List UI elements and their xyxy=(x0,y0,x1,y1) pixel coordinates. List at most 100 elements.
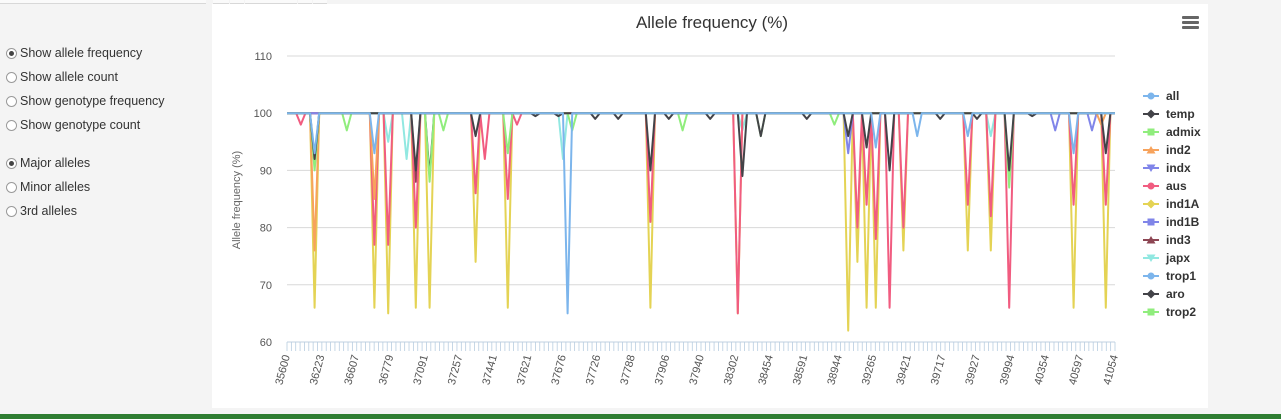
x-axis: 35600 36223 36607 36779 37091 37257 37441 37621… xyxy=(273,341,1121,387)
radio-label: Show genotype count xyxy=(20,118,141,132)
x-tick-label: 36607 xyxy=(342,354,362,387)
radio-button[interactable] xyxy=(6,95,17,107)
x-tick-label: 41054 xyxy=(1101,354,1121,387)
series-line-all xyxy=(287,112,1115,315)
allele-frequency-chart: Allele frequency (%) Allele frequency (%… xyxy=(231,13,1201,387)
radio-3rd-alleles[interactable]: 3rd alleles xyxy=(6,202,77,220)
top-toolbar xyxy=(0,0,1281,4)
legend-label: ind1A xyxy=(1166,197,1200,211)
legend-label: all xyxy=(1166,89,1179,103)
legend-label: trop2 xyxy=(1166,305,1196,319)
toolbar-segment xyxy=(313,0,327,4)
legend-marker xyxy=(1146,164,1156,172)
radio-label: Show allele count xyxy=(20,70,118,84)
legend-label: aus xyxy=(1166,179,1187,193)
x-tick-label: 37906 xyxy=(653,354,673,387)
legend-marker xyxy=(1147,308,1155,316)
y-tick-label: 60 xyxy=(260,337,272,349)
radio-major-alleles[interactable]: Major alleles xyxy=(6,154,90,172)
legend-marker xyxy=(1147,182,1155,190)
legend[interactable]: all temp admix ind2 indx aus ind1A ind1B ind3 jap… xyxy=(1143,89,1201,319)
legend-item-trop2[interactable]: trop2 xyxy=(1143,305,1196,319)
series-lines[interactable] xyxy=(287,112,1115,332)
x-tick-label: 39927 xyxy=(963,354,983,387)
radio-button[interactable] xyxy=(6,205,17,217)
toolbar-segment xyxy=(230,0,244,4)
radio-show-genotype-frequency[interactable]: Show genotype frequency xyxy=(6,92,165,110)
radio-button[interactable] xyxy=(6,157,17,169)
x-tick-label: 37788 xyxy=(618,354,638,387)
radio-show-genotype-count[interactable]: Show genotype count xyxy=(6,116,140,134)
legend-marker xyxy=(1146,109,1156,119)
x-tick-label: 36779 xyxy=(377,354,397,387)
legend-item-ind2[interactable]: ind2 xyxy=(1143,143,1191,157)
radio-button[interactable] xyxy=(6,181,17,193)
y-tick-label: 110 xyxy=(254,51,272,63)
x-tick-label: 40597 xyxy=(1067,354,1087,387)
legend-label: japx xyxy=(1165,251,1190,265)
legend-label: admix xyxy=(1166,125,1201,139)
x-tick-label: 36223 xyxy=(308,354,328,387)
toolbar-segment xyxy=(298,0,312,4)
legend-marker xyxy=(1147,272,1155,280)
legend-item-japx[interactable]: japx xyxy=(1143,251,1190,265)
x-tick-label: 37257 xyxy=(446,354,466,387)
legend-label: temp xyxy=(1166,107,1195,121)
x-tick-label: 38454 xyxy=(756,354,776,387)
legend-label: ind1B xyxy=(1166,215,1200,229)
x-tick-label: 38591 xyxy=(791,354,811,387)
x-tick-label: 37621 xyxy=(515,354,535,387)
x-tick-label: 39265 xyxy=(860,354,880,387)
chart-menu-icon[interactable] xyxy=(1181,14,1203,34)
legend-marker xyxy=(1146,199,1156,209)
legend-marker xyxy=(1147,128,1155,136)
radio-label: Minor alleles xyxy=(20,180,91,194)
legend-marker xyxy=(1147,92,1155,100)
x-tick-label: 39717 xyxy=(929,354,949,387)
radio-label: Show genotype frequency xyxy=(20,94,165,108)
toolbar-segment xyxy=(213,0,229,4)
x-tick-label: 37091 xyxy=(411,354,431,387)
legend-item-indx[interactable]: indx xyxy=(1143,161,1191,175)
legend-item-ind1B[interactable]: ind1B xyxy=(1143,215,1200,229)
toolbar-segment xyxy=(0,0,206,4)
legend-item-trop1[interactable]: trop1 xyxy=(1143,269,1196,283)
x-tick-label: 37676 xyxy=(549,354,569,387)
radio-label: Major alleles xyxy=(20,156,91,170)
legend-marker xyxy=(1146,236,1156,244)
x-tick-label: 38302 xyxy=(722,354,742,387)
x-tick-label: 38944 xyxy=(825,354,845,387)
chart-title: Allele frequency (%) xyxy=(636,13,788,32)
radio-label: 3rd alleles xyxy=(20,204,77,218)
x-tick-label: 37441 xyxy=(480,354,500,387)
legend-marker xyxy=(1146,289,1156,299)
x-tick-label: 35600 xyxy=(273,354,293,387)
legend-item-admix[interactable]: admix xyxy=(1143,125,1201,139)
chart-panel: Allele frequency (%) Allele frequency (%… xyxy=(212,4,1208,408)
legend-label: trop1 xyxy=(1166,269,1196,283)
legend-label: ind2 xyxy=(1166,143,1191,157)
legend-label: aro xyxy=(1166,287,1185,301)
y-tick-label: 70 xyxy=(260,280,272,292)
y-axis-title: Allele frequency (%) xyxy=(231,151,243,249)
y-tick-label: 80 xyxy=(260,223,272,235)
y-axis-ticks: 110 100 90 80 70 60 xyxy=(254,51,272,349)
legend-item-ind1A[interactable]: ind1A xyxy=(1143,197,1200,211)
x-tick-label: 37726 xyxy=(584,354,604,387)
legend-label: ind3 xyxy=(1166,233,1191,247)
radio-show-allele-frequency[interactable]: Show allele frequency xyxy=(6,44,142,62)
radio-button[interactable] xyxy=(6,47,17,59)
y-tick-label: 100 xyxy=(254,108,272,120)
legend-marker xyxy=(1147,218,1155,226)
y-tick-label: 90 xyxy=(260,165,272,177)
radio-button[interactable] xyxy=(6,119,17,131)
radio-minor-alleles[interactable]: Minor alleles xyxy=(6,178,90,196)
legend-item-all[interactable]: all xyxy=(1143,89,1179,103)
legend-item-aus[interactable]: aus xyxy=(1143,179,1187,193)
legend-item-ind3[interactable]: ind3 xyxy=(1143,233,1191,247)
legend-item-aro[interactable]: aro xyxy=(1143,287,1185,301)
radio-button[interactable] xyxy=(6,71,17,83)
legend-item-temp[interactable]: temp xyxy=(1143,107,1195,121)
series-line-ind1A xyxy=(287,112,1115,332)
radio-show-allele-count[interactable]: Show allele count xyxy=(6,68,118,86)
